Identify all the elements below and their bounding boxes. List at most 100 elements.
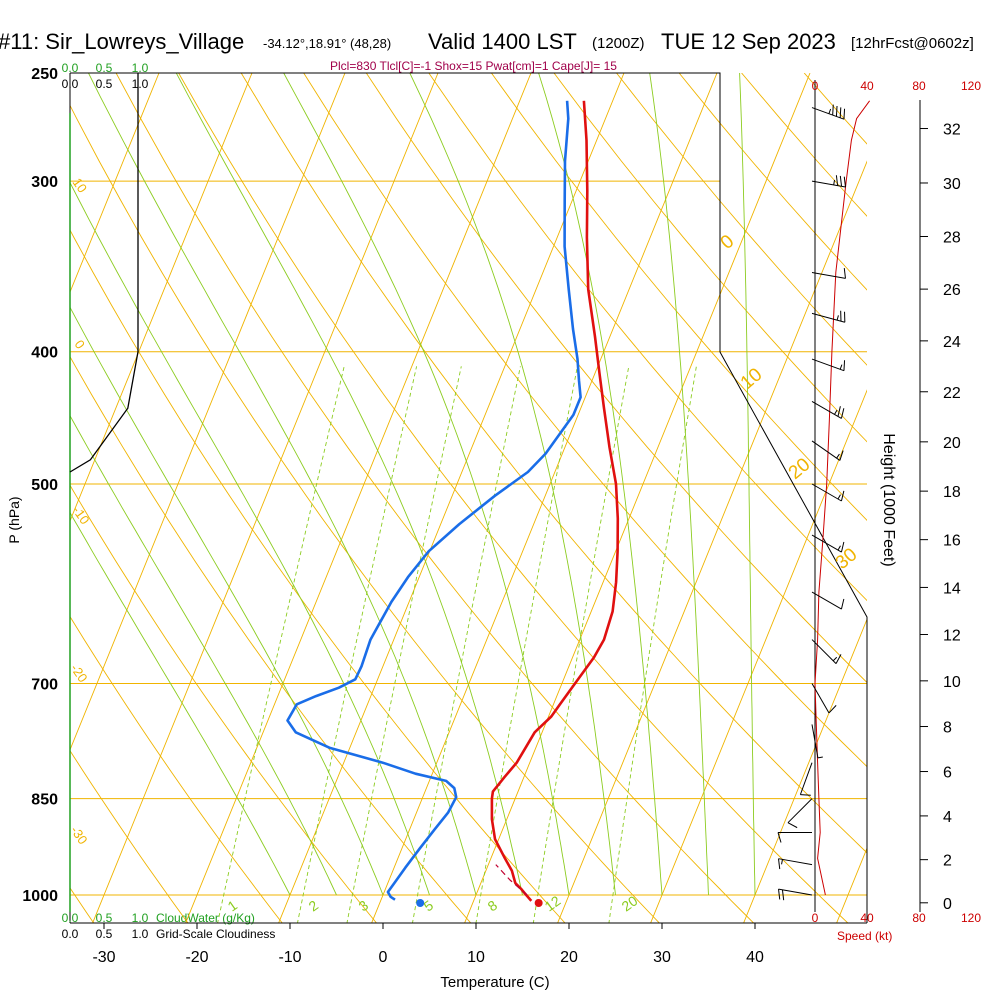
wind-barb-half: [840, 365, 842, 370]
height-tick-label: 26: [943, 282, 961, 299]
dewpoint-surface-marker: [416, 899, 424, 907]
top-scale-label: 0.0: [62, 61, 79, 75]
height-tick-label: 14: [943, 580, 961, 597]
wind-barb-half: [837, 454, 840, 458]
forecast-label: [12hrFcst@0602z]: [851, 35, 974, 52]
height-tick-label: 20: [943, 435, 961, 452]
isotherm-line: [371, 73, 717, 924]
wind-barb-staff: [812, 441, 840, 461]
wind-barb-staff: [812, 273, 845, 279]
height-tick-label: 28: [943, 230, 961, 247]
isotherm-line: [836, 73, 1000, 924]
speed-tick-top: 40: [860, 79, 874, 93]
wind-barb-flag: [844, 360, 845, 370]
speed-tick-bottom: 120: [961, 911, 981, 925]
speed-tick-top: 120: [961, 79, 981, 93]
bottom-scale-label: 0.0: [62, 911, 79, 925]
speed-tick-top: 0: [812, 79, 819, 93]
isotherm-line: [743, 73, 1000, 924]
wind-barb-half: [834, 180, 835, 185]
wind-barb-half: [829, 109, 831, 114]
height-tick-label: 32: [943, 122, 961, 139]
wind-barb-flag: [841, 599, 843, 609]
dry-adiabat-line: [0, 73, 566, 924]
temperature-tick-label: 20: [560, 949, 578, 966]
station-title: #11: Sir_Lowreys_Village: [0, 29, 244, 54]
wind-barb-staff: [812, 313, 845, 322]
mixing-ratio-label: 2: [306, 897, 322, 915]
isotherm-line: [92, 73, 438, 924]
pressure-tick-label: 250: [31, 66, 58, 83]
speed-tick-bottom: 0: [812, 911, 819, 925]
pressure-tick-label: 500: [31, 477, 58, 494]
speed-tick-top: 80: [912, 79, 926, 93]
height-tick-label: 10: [943, 674, 961, 691]
moist-adiabat-line: [0, 119, 290, 895]
wind-barb-flag: [840, 107, 841, 117]
cloudiness-label: Grid-Scale Cloudiness: [156, 927, 275, 941]
pressure-tick-label: 1000: [22, 888, 58, 905]
dry-adiabat-line: [179, 73, 849, 924]
wind-barb-half: [818, 757, 823, 758]
temperature-tick-label: 30: [653, 949, 671, 966]
wind-barb: [788, 799, 812, 828]
wind-barb-staff: [812, 181, 845, 187]
speed-axis-label: Speed (kt): [837, 929, 892, 943]
theta-label: 20: [785, 454, 815, 484]
height-tick-label: 16: [943, 533, 961, 550]
wind-barb-flag: [779, 859, 780, 869]
pressure-axis-label: P (hPa): [6, 496, 22, 543]
wind-barb-flag: [844, 268, 845, 278]
isotherm-line: [557, 73, 903, 924]
height-tick-label: 22: [943, 385, 961, 402]
dry-adiabat-line: [554, 73, 1000, 924]
wind-barb-staff: [779, 859, 812, 865]
height-tick-label: 12: [943, 627, 961, 644]
top-scale-label: 1.0: [132, 77, 149, 91]
dry-adiabat-label: 0: [72, 337, 88, 352]
mixing-ratio-label: 8: [485, 897, 501, 915]
wind-barb-half: [837, 315, 838, 320]
dry-adiabat-label: -30: [68, 823, 91, 847]
wind-barb-staff: [779, 889, 812, 895]
diagram-boundary: [70, 73, 867, 923]
height-tick-label: 4: [943, 809, 952, 826]
temperature-surface-marker: [535, 899, 543, 907]
wind-barb-flag: [833, 105, 834, 115]
wind-barb-half: [782, 859, 783, 864]
temperature-tick-label: -20: [185, 949, 208, 966]
bottom-scale-label: 0.5: [96, 911, 113, 925]
height-axis-label: Height (1000 Feet): [880, 433, 897, 566]
station-location: -34.12°,18.91° (48,28): [263, 36, 391, 51]
wind-barb-flag: [840, 176, 841, 186]
height-tick-label: 2: [943, 853, 952, 870]
wind-barb-flag: [836, 654, 841, 663]
valid-time: Valid 1400 LST: [428, 29, 577, 54]
dry-adiabat-line: [429, 73, 1000, 924]
mixing-ratio-line: [476, 366, 578, 924]
stability-indices: Plcl=830 Tlcl[C]=-1 Shox=15 Pwat[cm]=1 C…: [330, 59, 617, 73]
mixing-ratio-label: 20: [619, 892, 641, 914]
pressure-tick-label: 850: [31, 792, 58, 809]
pressure-tick-label: 400: [31, 345, 58, 362]
zulu-time: (1200Z): [592, 35, 645, 52]
wind-barb-half: [838, 495, 841, 499]
dry-adiabat-line: [116, 73, 754, 924]
mixing-ratio-line: [412, 366, 520, 924]
wind-barb-flag: [844, 109, 845, 119]
wind-barb-flag: [779, 889, 780, 899]
bottom-scale-label: 0.5: [96, 927, 113, 941]
top-scale-label: 0.5: [96, 77, 113, 91]
dry-adiabat-label: 10: [70, 175, 91, 195]
dry-adiabat-line: [491, 73, 1000, 924]
top-scale-label: 0.5: [96, 61, 113, 75]
bottom-scale-label: 1.0: [132, 911, 149, 925]
mixing-ratio-line: [297, 366, 416, 924]
wind-barb-staff: [812, 640, 836, 664]
wind-barb: [812, 268, 845, 278]
pressure-tick-label: 700: [31, 677, 58, 694]
wind-barb-flag: [800, 795, 810, 796]
mixing-ratio-line: [609, 366, 697, 924]
temperature-tick-label: 40: [746, 949, 764, 966]
